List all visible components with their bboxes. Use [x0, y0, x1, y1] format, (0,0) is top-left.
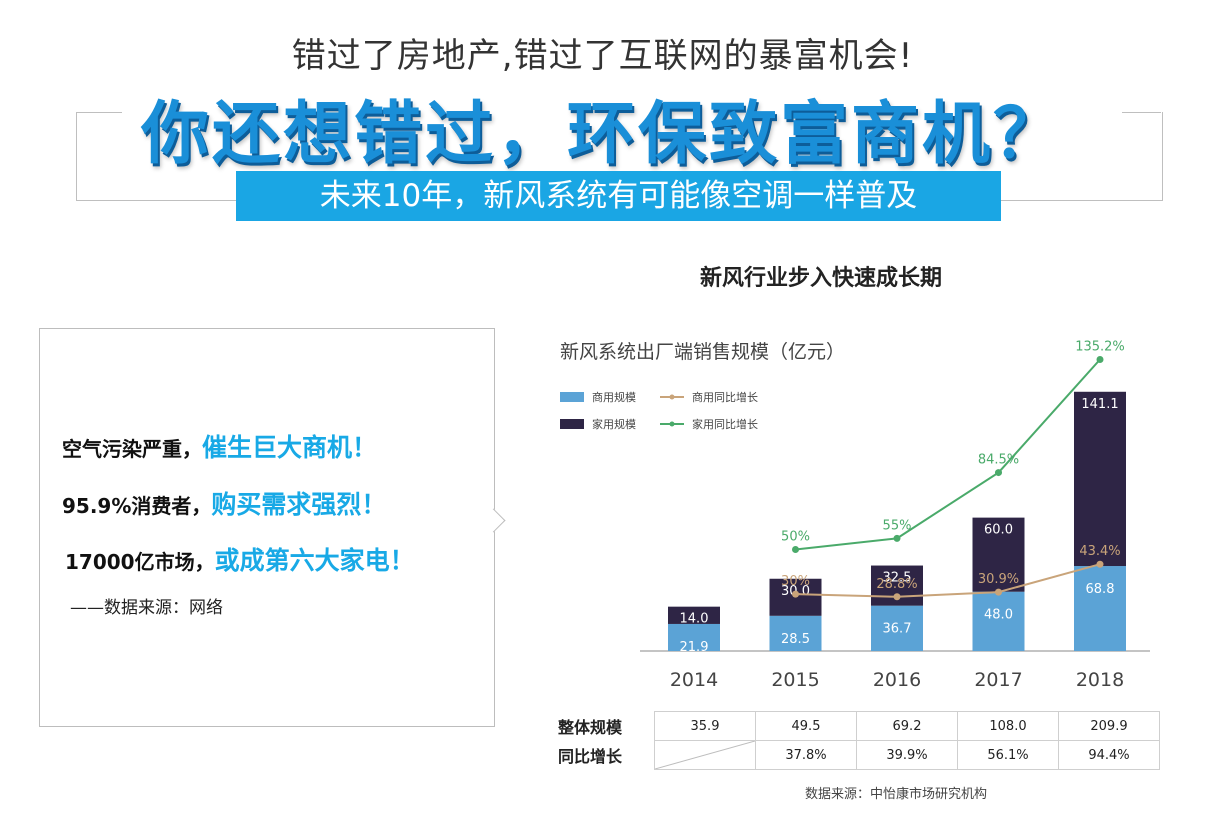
bar-commercial-2018 [1074, 566, 1126, 651]
table-cell: 35.9 [654, 711, 756, 741]
callout-source: ——数据来源：网络 [70, 598, 223, 618]
growth-label-household-2018: 135.2% [1075, 340, 1125, 355]
point-commercial-2018 [1096, 560, 1104, 568]
table-cell: 69.2 [856, 711, 958, 741]
point-commercial-2017 [995, 588, 1002, 596]
table-cell: 49.5 [755, 711, 857, 741]
bar-commercial-2014 [668, 623, 720, 651]
x-tick-2018: 2018 [1076, 669, 1124, 691]
callout-line-2-blue: 购买需求强烈！ [211, 490, 387, 519]
point-household-2015 [792, 546, 799, 553]
frame-top-left-edge [76, 112, 122, 113]
bar-household-2014 [668, 606, 720, 624]
frame-top-right-edge [1122, 112, 1161, 113]
bar-household-2017 [972, 517, 1025, 592]
bar-label-commercial-2015: 28.5 [781, 632, 810, 647]
point-commercial-2016 [893, 593, 901, 601]
x-tick-labels: 2014 2015 2016 2017 2018 [670, 669, 1124, 691]
growth-label-household-2015: 50% [781, 530, 810, 545]
legend-marker-1 [669, 394, 675, 400]
bar-label-household-2016: 32.5 [883, 571, 912, 586]
headline: 你还想错过，环保致富商机？ [140, 95, 1064, 174]
legend-marker-3 [669, 421, 675, 427]
legend-label-0: 商用规模 [592, 390, 636, 404]
subheadline: 错过了房地产,错过了互联网的暴富机会! [291, 36, 914, 76]
table-row: 整体规模 35.9 49.5 69.2 108.0 209.9 [550, 711, 1160, 741]
callout-line-1-black: 空气污染严重， [62, 437, 202, 461]
callout-line-1-blue: 催生巨大商机！ [202, 433, 378, 462]
bar-label-household-2018: 141.1 [1081, 397, 1118, 412]
callout-line-3-blue: 或成第六大家电！ [214, 546, 415, 575]
x-tick-2015: 2015 [771, 669, 819, 691]
legend-swatch-0 [560, 392, 584, 402]
lines-group: 30% 28.8% 30.9% 43.4% 50% 55% 84.5% 135.2% [781, 340, 1125, 601]
bar-household-2018 [1074, 391, 1126, 567]
legend-label-2: 家用规模 [592, 417, 636, 431]
growth-label-household-2016: 55% [883, 518, 912, 533]
chart-title: 新风系统出厂端销售规模（亿元） [560, 341, 845, 363]
bar-commercial-2016 [871, 605, 923, 651]
point-commercial-2015 [792, 590, 799, 598]
growth-label-household-2017: 84.5% [978, 453, 1019, 468]
bar-label-commercial-2016: 36.7 [883, 622, 912, 637]
table-row: 同比增长 37.8% 39.9% 56.1% 94.4% [550, 740, 1160, 770]
bar-label-household-2014: 14.0 [680, 612, 709, 627]
bar-label-commercial-2017: 48.0 [984, 608, 1013, 623]
line-household-growth [795, 358, 1101, 551]
bar-label-commercial-2018: 68.8 [1086, 582, 1115, 597]
chart-source: 数据来源：中怡康市场研究机构 [805, 787, 988, 802]
table-cell: 56.1% [957, 740, 1059, 770]
bar-commercial-2017 [972, 591, 1025, 651]
line-commercial-growth [795, 563, 1101, 598]
point-household-2017 [995, 469, 1002, 477]
diagonal-line [655, 741, 755, 769]
callout-line-1: 空气污染严重，催生巨大商机！ [62, 428, 377, 464]
callout-line-3: 17000亿市场，或成第六大家电！ [65, 541, 415, 577]
point-household-2016 [893, 534, 901, 542]
bar-label-household-2017: 60.0 [984, 523, 1013, 538]
growth-label-commercial-2016: 28.8% [876, 577, 917, 592]
point-household-2018 [1096, 356, 1104, 364]
growth-label-commercial-2015: 30% [781, 574, 810, 589]
table-cell: 108.0 [957, 711, 1059, 741]
bar-commercial-2015 [769, 615, 822, 651]
bars-group: 21.914.028.530.036.732.548.060.068.8141.… [668, 391, 1126, 655]
x-tick-2017: 2017 [974, 669, 1022, 691]
callout-box [39, 328, 495, 727]
callout-line-2-black: 95.9%消费者， [62, 494, 212, 518]
legend-swatch-2 [560, 419, 584, 429]
legend-label-1: 商用同比增长 [692, 390, 758, 404]
legend-label-3: 家用同比增长 [692, 417, 758, 431]
table-row-header: 同比增长 [558, 747, 623, 766]
callout-line-2: 95.9%消费者，购买需求强烈！ [62, 485, 386, 521]
table-cell [654, 740, 756, 770]
table-cell: 94.4% [1058, 740, 1160, 770]
table-cell: 37.8% [755, 740, 857, 770]
table-cell: 209.9 [1058, 711, 1160, 741]
growth-label-commercial-2017: 30.9% [978, 572, 1019, 587]
section-title: 新风行业步入快速成长期 [700, 266, 943, 291]
callout-line-3-black: 17000亿市场， [65, 550, 215, 574]
x-tick-2016: 2016 [873, 669, 921, 691]
data-table: 整体规模 35.9 49.5 69.2 108.0 209.9 同比增长 37.8% 39.9%… [550, 711, 1160, 770]
table-row-header: 整体规模 [558, 718, 623, 737]
table-cell: 39.9% [856, 740, 958, 770]
banner: 未来10年，新风系统有可能像空调一样普及 [236, 171, 1001, 221]
growth-label-commercial-2018: 43.4% [1079, 544, 1120, 559]
bar-label-commercial-2014: 21.9 [680, 640, 709, 655]
x-tick-2014: 2014 [670, 669, 718, 691]
